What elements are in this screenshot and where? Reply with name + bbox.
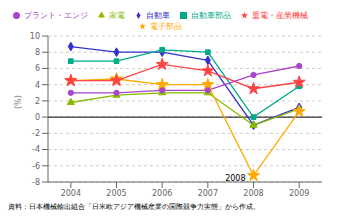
svg-text:-2: -2	[32, 129, 40, 138]
svg-text:-4: -4	[32, 145, 40, 154]
svg-text:-8: -8	[32, 178, 40, 187]
svg-text:0: 0	[35, 113, 40, 122]
svg-text:2006: 2006	[152, 189, 172, 198]
svg-text:2008: 2008	[243, 189, 263, 198]
svg-text:2004: 2004	[61, 189, 81, 198]
svg-text:2009: 2009	[289, 189, 309, 198]
html-text:プラント・エンジ: プラント・エンジ	[23, 11, 88, 20]
html-text:資料：日本機械輸出組合「日米欧アジア機械産業の国際競争力実態: 資料：日本機械輸出組合「日米欧アジア機械産業の国際競争力実態」から作成。	[8, 203, 260, 211]
html-text:電子部品: 電子部品	[149, 22, 182, 31]
svg-text:8: 8	[35, 48, 40, 57]
svg-text:6: 6	[35, 64, 40, 73]
html-text:重電・産業機械: 重電・産業機械	[251, 11, 308, 20]
html-text:自動車: 自動車	[145, 11, 170, 20]
html-text:自動車部品: 自動車部品	[190, 11, 231, 20]
svg-text:2007: 2007	[198, 189, 218, 198]
svg-text:4: 4	[35, 81, 40, 90]
html-text:家電: 家電	[108, 11, 125, 20]
svg-text:2008: 2008	[225, 174, 245, 183]
svg-text:2: 2	[35, 97, 40, 106]
svg-text:-6: -6	[32, 162, 40, 171]
svg-text:10: 10	[30, 32, 40, 41]
svg-text:(%): (%)	[14, 95, 23, 109]
svg-text:2005: 2005	[106, 189, 126, 198]
